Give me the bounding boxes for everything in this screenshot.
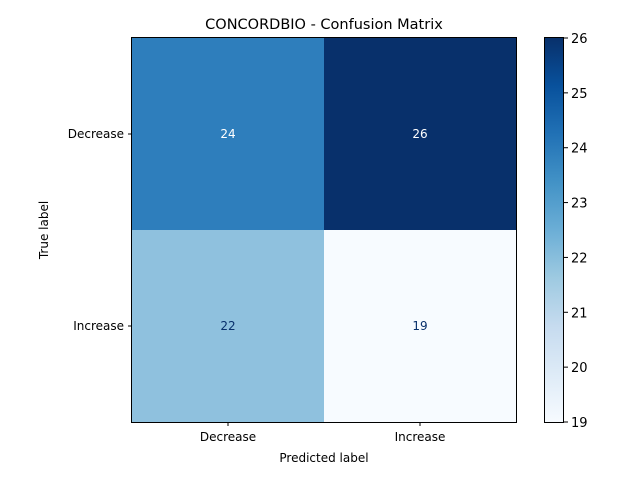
x-tick-label: Decrease xyxy=(200,430,256,444)
heatmap-cell xyxy=(132,38,324,230)
y-tick-label: Increase xyxy=(73,319,124,333)
cell-value-label: 24 xyxy=(220,127,235,141)
y-axis-label: True label xyxy=(37,201,51,260)
x-axis-ticks: Decrease Increase xyxy=(200,422,446,444)
colorbar-ticks: 19 20 21 22 23 24 25 26 xyxy=(564,32,588,431)
colorbar-tick-label: 21 xyxy=(571,306,588,321)
colorbar-tick-label: 19 xyxy=(571,416,588,431)
plot-frame xyxy=(131,37,517,423)
chart-title: CONCORDBIO - Confusion Matrix xyxy=(205,17,443,33)
heatmap-cells xyxy=(132,38,516,422)
colorbar xyxy=(544,37,564,423)
colorbar-tick-label: 25 xyxy=(571,87,588,102)
y-tick-label: Decrease xyxy=(68,127,124,141)
cell-value-label: 19 xyxy=(412,319,427,333)
cell-value-label: 26 xyxy=(412,127,427,141)
x-axis-label: Predicted label xyxy=(279,451,368,465)
colorbar-tick-label: 20 xyxy=(571,361,588,376)
heatmap-cell xyxy=(324,230,516,422)
colorbar-tick-label: 26 xyxy=(571,32,588,47)
x-tick-label: Increase xyxy=(395,430,446,444)
colorbar-tick-label: 22 xyxy=(571,251,588,266)
heatmap-cell xyxy=(132,230,324,422)
y-axis-ticks: Decrease Increase xyxy=(68,127,132,333)
heatmap-cell xyxy=(324,38,516,230)
colorbar-tick-label: 24 xyxy=(571,142,588,157)
cell-value-label: 22 xyxy=(220,319,235,333)
heatmap-cell-labels: 24 26 22 19 xyxy=(220,127,427,333)
colorbar-tick-label: 23 xyxy=(571,197,588,212)
